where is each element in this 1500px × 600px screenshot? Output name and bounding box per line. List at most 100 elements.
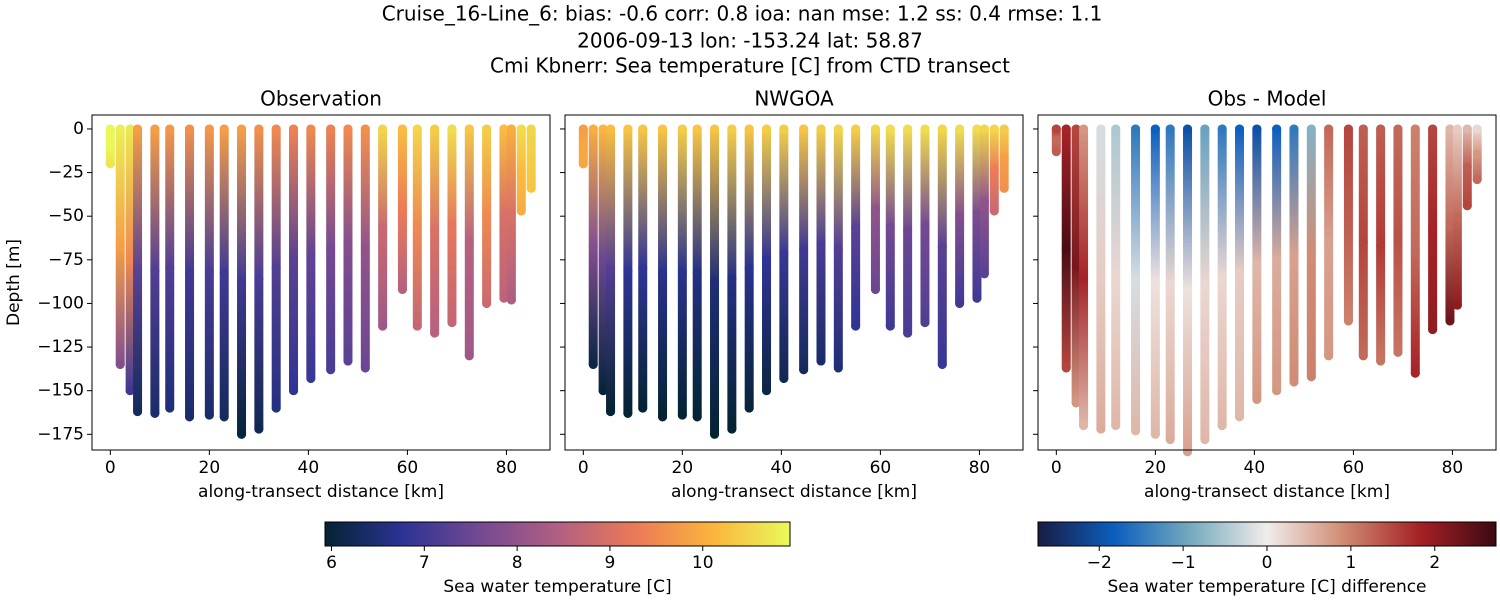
point	[1289, 377, 1299, 387]
point	[1289, 124, 1299, 134]
point	[1376, 240, 1386, 250]
point	[271, 124, 281, 134]
colorbar-tick-label: −1	[1171, 553, 1196, 573]
point	[1235, 124, 1245, 134]
point	[125, 124, 135, 134]
point	[623, 124, 633, 134]
point	[598, 255, 608, 265]
point	[1289, 250, 1299, 260]
point	[133, 124, 143, 134]
point	[1051, 124, 1061, 134]
point	[1165, 435, 1175, 445]
point	[150, 266, 160, 276]
point	[1096, 124, 1106, 134]
y-tick-label: −50	[48, 206, 84, 226]
x-tick-label: 20	[1145, 458, 1167, 478]
point	[204, 124, 214, 134]
point	[1452, 124, 1462, 134]
point	[578, 124, 588, 134]
point	[851, 223, 861, 233]
point	[762, 124, 772, 134]
point	[1131, 275, 1141, 285]
point	[972, 209, 982, 219]
point	[1393, 236, 1403, 246]
point	[1051, 147, 1061, 157]
point	[219, 124, 229, 134]
x-axis-label: along-transect distance [km]	[671, 482, 917, 502]
point	[1183, 447, 1193, 457]
point	[482, 298, 492, 308]
point	[1428, 224, 1438, 234]
point	[378, 321, 388, 331]
point	[955, 124, 965, 134]
point	[937, 124, 947, 134]
panel-title: Observation	[260, 87, 382, 111]
point	[799, 244, 809, 254]
point	[526, 154, 536, 164]
point	[1200, 279, 1210, 289]
point	[219, 268, 229, 278]
point	[1376, 356, 1386, 366]
point	[1358, 237, 1368, 247]
point	[1324, 351, 1334, 361]
point	[237, 124, 247, 134]
point	[578, 141, 588, 151]
point	[989, 206, 999, 216]
point	[1217, 421, 1227, 431]
y-tick-label: −125	[37, 337, 84, 357]
point	[289, 255, 299, 265]
point	[1096, 274, 1106, 284]
point	[1306, 372, 1316, 382]
point	[979, 269, 989, 279]
point	[779, 249, 789, 259]
point	[115, 124, 125, 134]
point	[692, 124, 702, 134]
point	[412, 223, 422, 233]
point	[150, 408, 160, 418]
point	[1428, 325, 1438, 335]
point	[955, 211, 965, 221]
point	[1111, 421, 1121, 431]
point	[133, 265, 143, 275]
point	[779, 373, 789, 383]
point	[1071, 261, 1081, 271]
point	[105, 124, 115, 134]
point	[306, 124, 316, 134]
point	[499, 209, 509, 219]
point	[937, 242, 947, 252]
point	[937, 360, 947, 370]
colorbar-label: Sea water temperature [C]	[443, 577, 671, 597]
point	[360, 243, 370, 253]
point	[1150, 124, 1160, 134]
point	[870, 284, 880, 294]
point	[447, 221, 457, 231]
x-tick-label: 40	[771, 458, 793, 478]
point	[677, 124, 687, 134]
point	[1051, 135, 1061, 145]
point	[744, 264, 754, 274]
x-tick-label: 40	[1244, 458, 1266, 478]
point	[903, 328, 913, 338]
point	[989, 124, 999, 134]
point	[692, 412, 702, 422]
point	[1410, 246, 1420, 256]
suptitle: Cruise_16-Line_6: bias: -0.6 corr: 0.8 i…	[382, 2, 1103, 26]
point	[516, 165, 526, 175]
colorbar-tick-label: 0	[1262, 553, 1273, 573]
point	[1131, 124, 1141, 134]
point	[289, 124, 299, 134]
colorbar-tick-label: 2	[1429, 553, 1440, 573]
point	[447, 124, 457, 134]
point	[165, 124, 175, 134]
point	[606, 265, 616, 275]
point	[658, 124, 668, 134]
point	[1445, 316, 1455, 326]
y-tick-label: −25	[48, 163, 84, 183]
point	[989, 165, 999, 175]
point	[343, 240, 353, 250]
point	[623, 408, 633, 418]
point	[588, 242, 598, 252]
point	[1252, 259, 1262, 269]
axes-frame	[1037, 114, 1497, 451]
